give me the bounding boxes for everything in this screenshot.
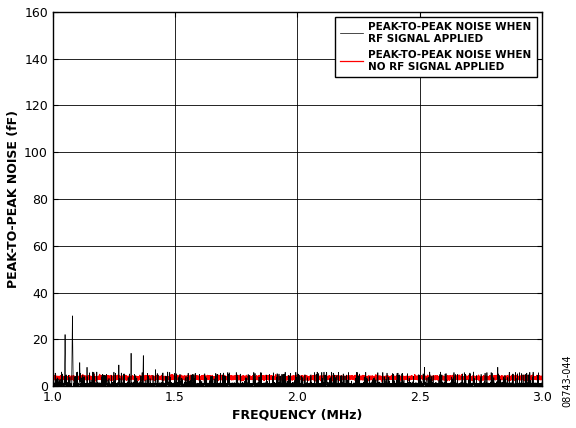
PEAK-TO-PEAK NOISE WHEN
NO RF SIGNAL APPLIED — [387, 374, 394, 380]
PEAK-TO-PEAK NOISE WHEN
RF SIGNAL APPLIED — [100, 381, 107, 386]
PEAK-TO-PEAK NOISE WHEN
RF SIGNAL APPLIED — [515, 383, 522, 388]
PEAK-TO-PEAK NOISE WHEN
RF SIGNAL APPLIED — [145, 382, 152, 387]
Text: 08743-044: 08743-044 — [562, 354, 573, 407]
PEAK-TO-PEAK NOISE WHEN
RF SIGNAL APPLIED — [50, 383, 56, 388]
PEAK-TO-PEAK NOISE WHEN
NO RF SIGNAL APPLIED — [380, 375, 387, 380]
PEAK-TO-PEAK NOISE WHEN
NO RF SIGNAL APPLIED — [379, 379, 386, 384]
Y-axis label: PEAK-TO-PEAK NOISE (fF): PEAK-TO-PEAK NOISE (fF) — [7, 110, 20, 288]
PEAK-TO-PEAK NOISE WHEN
NO RF SIGNAL APPLIED — [50, 375, 56, 380]
Line: PEAK-TO-PEAK NOISE WHEN
RF SIGNAL APPLIED: PEAK-TO-PEAK NOISE WHEN RF SIGNAL APPLIE… — [53, 316, 542, 386]
X-axis label: FREQUENCY (MHz): FREQUENCY (MHz) — [232, 408, 362, 421]
PEAK-TO-PEAK NOISE WHEN
NO RF SIGNAL APPLIED — [145, 374, 152, 380]
PEAK-TO-PEAK NOISE WHEN
RF SIGNAL APPLIED — [335, 381, 342, 386]
PEAK-TO-PEAK NOISE WHEN
RF SIGNAL APPLIED — [380, 382, 387, 387]
PEAK-TO-PEAK NOISE WHEN
NO RF SIGNAL APPLIED — [335, 375, 342, 380]
PEAK-TO-PEAK NOISE WHEN
RF SIGNAL APPLIED — [69, 313, 76, 318]
PEAK-TO-PEAK NOISE WHEN
RF SIGNAL APPLIED — [386, 382, 393, 387]
Legend: PEAK-TO-PEAK NOISE WHEN
RF SIGNAL APPLIED, PEAK-TO-PEAK NOISE WHEN
NO RF SIGNAL : PEAK-TO-PEAK NOISE WHEN RF SIGNAL APPLIE… — [335, 17, 537, 77]
PEAK-TO-PEAK NOISE WHEN
RF SIGNAL APPLIED — [441, 383, 448, 388]
PEAK-TO-PEAK NOISE WHEN
NO RF SIGNAL APPLIED — [515, 377, 522, 382]
Line: PEAK-TO-PEAK NOISE WHEN
NO RF SIGNAL APPLIED: PEAK-TO-PEAK NOISE WHEN NO RF SIGNAL APP… — [53, 374, 542, 382]
PEAK-TO-PEAK NOISE WHEN
RF SIGNAL APPLIED — [539, 381, 545, 386]
PEAK-TO-PEAK NOISE WHEN
NO RF SIGNAL APPLIED — [100, 375, 107, 380]
PEAK-TO-PEAK NOISE WHEN
NO RF SIGNAL APPLIED — [539, 377, 545, 382]
PEAK-TO-PEAK NOISE WHEN
NO RF SIGNAL APPLIED — [90, 372, 97, 377]
